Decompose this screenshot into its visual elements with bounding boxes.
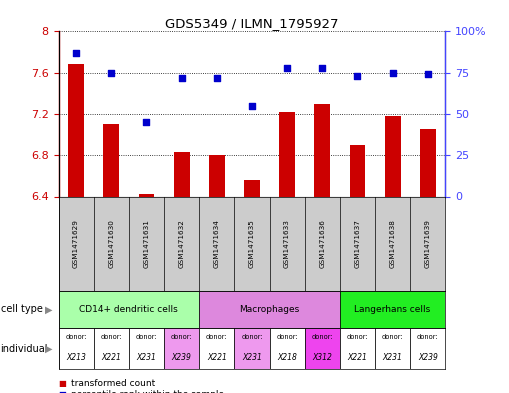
Bar (59, 291, 199, 328)
Bar (420, 129, 436, 196)
Text: donor:: donor: (100, 334, 122, 340)
Bar (350, 145, 365, 196)
Text: GSM1471636: GSM1471636 (319, 219, 325, 268)
Text: donor:: donor: (241, 334, 263, 340)
Text: ▶: ▶ (45, 344, 52, 354)
Bar (385, 116, 401, 196)
Text: donor:: donor: (135, 334, 157, 340)
Text: cell type: cell type (1, 305, 42, 314)
Text: donor:: donor: (171, 334, 192, 340)
Text: GSM1471633: GSM1471633 (284, 219, 290, 268)
Text: GSM1471635: GSM1471635 (249, 219, 255, 268)
Bar (270, 328, 305, 369)
Bar (164, 328, 199, 369)
Text: X218: X218 (277, 353, 297, 362)
Text: X312: X312 (313, 353, 332, 362)
Point (248, 103, 256, 109)
Text: ▶: ▶ (45, 305, 52, 314)
Text: donor:: donor: (65, 334, 87, 340)
Text: individual: individual (1, 344, 48, 354)
Text: GSM1471631: GSM1471631 (144, 219, 150, 268)
Point (423, 71, 432, 77)
Point (213, 75, 221, 81)
Bar (59, 328, 94, 369)
Text: GSM1471632: GSM1471632 (179, 219, 185, 268)
Text: ■: ■ (59, 379, 66, 387)
Bar (244, 180, 260, 196)
Text: X213: X213 (66, 353, 86, 362)
Point (318, 64, 326, 71)
Text: X221: X221 (207, 353, 227, 362)
Text: X239: X239 (418, 353, 438, 362)
Bar (279, 112, 295, 196)
Text: donor:: donor: (312, 334, 333, 340)
Bar (340, 291, 445, 328)
Text: donor:: donor: (206, 334, 228, 340)
Text: GSM1471630: GSM1471630 (108, 219, 115, 268)
Text: GSM1471637: GSM1471637 (354, 219, 360, 268)
Bar (234, 328, 270, 369)
Point (143, 119, 151, 125)
Text: GSM1471629: GSM1471629 (73, 219, 79, 268)
Text: X231: X231 (383, 353, 403, 362)
Point (107, 70, 116, 76)
Text: GSM1471639: GSM1471639 (425, 219, 431, 268)
Text: X221: X221 (101, 353, 121, 362)
Text: donor:: donor: (382, 334, 404, 340)
Text: GSM1471634: GSM1471634 (214, 219, 220, 268)
Point (72, 50, 80, 56)
Bar (68, 64, 84, 196)
Point (178, 75, 186, 81)
Text: percentile rank within the sample: percentile rank within the sample (71, 391, 224, 393)
Text: ■: ■ (59, 391, 66, 393)
Point (388, 70, 397, 76)
Bar (340, 328, 375, 369)
Text: CD14+ dendritic cells: CD14+ dendritic cells (79, 305, 178, 314)
Bar (129, 328, 164, 369)
Bar (315, 104, 330, 196)
Bar (410, 328, 445, 369)
Text: X231: X231 (242, 353, 262, 362)
Text: transformed count: transformed count (71, 379, 156, 387)
Text: X231: X231 (136, 353, 156, 362)
Text: GSM1471638: GSM1471638 (389, 219, 395, 268)
Bar (209, 155, 224, 196)
Point (353, 73, 361, 79)
Bar (174, 152, 189, 196)
Text: Langerhans cells: Langerhans cells (354, 305, 431, 314)
Text: Macrophages: Macrophages (239, 305, 300, 314)
Text: X221: X221 (348, 353, 367, 362)
Bar (199, 291, 340, 328)
Text: donor:: donor: (417, 334, 439, 340)
Bar (375, 328, 410, 369)
Bar (103, 124, 119, 196)
Text: donor:: donor: (276, 334, 298, 340)
Bar (199, 328, 234, 369)
Bar (138, 195, 154, 196)
Text: donor:: donor: (347, 334, 369, 340)
Title: GDS5349 / ILMN_1795927: GDS5349 / ILMN_1795927 (165, 17, 338, 30)
Point (283, 64, 291, 71)
Bar (94, 328, 129, 369)
Text: X239: X239 (172, 353, 191, 362)
Bar (305, 328, 340, 369)
